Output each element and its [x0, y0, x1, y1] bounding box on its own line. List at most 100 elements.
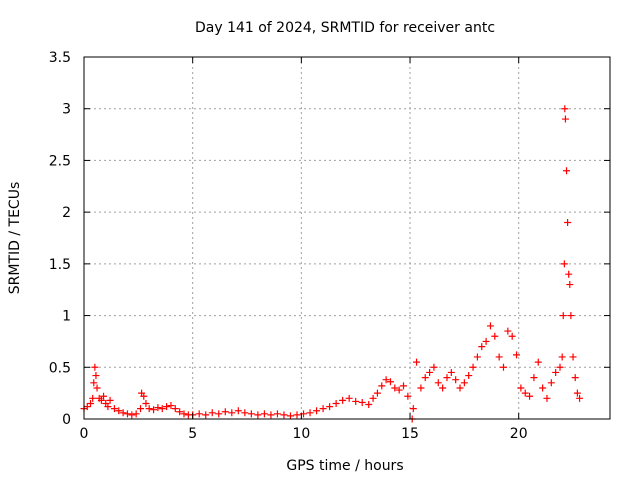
x-axis-label: GPS time / hours: [286, 458, 403, 474]
data-point: [154, 404, 162, 412]
data-point: [473, 353, 481, 361]
data-point: [430, 363, 438, 371]
x-tick-label: 15: [401, 426, 419, 442]
data-point: [563, 167, 571, 175]
data-point: [373, 389, 381, 397]
data-point: [561, 115, 569, 123]
data-point: [567, 312, 575, 320]
data-points: [80, 105, 584, 423]
data-point: [352, 397, 360, 405]
data-point: [92, 372, 100, 380]
data-point: [89, 394, 97, 402]
data-point: [409, 405, 417, 413]
data-point: [241, 409, 249, 417]
y-tick-labels: 0 0.5 1 1.5 2 2.5 3 3.5: [49, 50, 71, 428]
data-point: [560, 260, 568, 268]
data-point: [369, 394, 377, 402]
data-point: [123, 410, 131, 418]
data-point: [93, 384, 101, 392]
x-tick-labels: 0 5 10 15 20: [80, 426, 528, 442]
y-axis-label: SRMTID / TECUs: [7, 182, 23, 295]
y-tick-label: 0: [62, 412, 71, 428]
data-point: [293, 411, 301, 419]
data-point: [517, 384, 525, 392]
data-point: [439, 384, 447, 392]
data-point: [504, 327, 512, 335]
data-point: [558, 353, 566, 361]
data-point: [326, 403, 334, 411]
data-point: [434, 379, 442, 387]
data-point: [417, 384, 425, 392]
data-point: [234, 407, 242, 415]
data-point: [465, 372, 473, 380]
data-point: [180, 410, 188, 418]
data-point: [345, 394, 353, 402]
data-point: [260, 410, 268, 418]
data-point: [404, 392, 412, 400]
data-point: [539, 384, 547, 392]
data-point: [565, 270, 573, 278]
data-point: [556, 363, 564, 371]
data-point: [495, 353, 503, 361]
data-point: [443, 374, 451, 382]
data-point: [382, 376, 390, 384]
data-point: [561, 105, 569, 113]
data-point: [254, 411, 262, 419]
plot-frame: [83, 56, 611, 420]
data-point: [247, 410, 255, 418]
data-point: [456, 384, 464, 392]
data-point: [358, 398, 366, 406]
data-point: [378, 382, 386, 390]
y-tick-label: 1: [62, 309, 71, 325]
data-point: [128, 411, 136, 419]
data-point: [571, 374, 579, 382]
data-point: [106, 396, 114, 404]
data-point: [573, 389, 581, 397]
chart-title: Day 141 of 2024, SRMTID for receiver ant…: [195, 20, 495, 36]
data-point: [482, 337, 490, 345]
data-point: [97, 396, 105, 404]
data-point: [391, 384, 399, 392]
data-point: [104, 403, 112, 411]
data-point: [526, 392, 534, 400]
data-point: [150, 406, 158, 414]
data-point: [273, 410, 281, 418]
data-point: [559, 312, 567, 320]
data-point: [478, 343, 486, 351]
data-point: [339, 396, 347, 404]
data-point: [286, 412, 294, 420]
x-tick-label: 20: [510, 426, 528, 442]
y-tick-label: 3.5: [49, 50, 71, 66]
data-point: [530, 374, 538, 382]
y-tick-label: 3: [62, 102, 71, 118]
x-tick-label: 10: [292, 426, 310, 442]
data-point: [319, 405, 327, 413]
data-point: [426, 368, 434, 376]
data-point: [87, 399, 95, 407]
data-point: [421, 374, 429, 382]
data-point: [137, 405, 145, 413]
data-point: [513, 351, 521, 359]
y-tick-label: 2: [62, 205, 71, 221]
y-tick-label: 0.5: [49, 360, 71, 376]
data-point: [486, 322, 494, 330]
y-tick-label: 2.5: [49, 153, 71, 169]
data-point: [215, 410, 223, 418]
data-point: [132, 410, 140, 418]
data-point: [400, 382, 408, 390]
data-point: [332, 399, 340, 407]
data-point: [176, 408, 184, 416]
data-point: [460, 379, 468, 387]
data-point: [163, 403, 171, 411]
data-point: [140, 392, 148, 400]
data-point: [91, 363, 99, 371]
data-point: [386, 378, 394, 386]
data-point: [552, 368, 560, 376]
data-point: [569, 353, 577, 361]
data-point: [171, 405, 179, 413]
data-point: [100, 392, 108, 400]
data-point: [142, 399, 150, 407]
data-point: [158, 405, 166, 413]
